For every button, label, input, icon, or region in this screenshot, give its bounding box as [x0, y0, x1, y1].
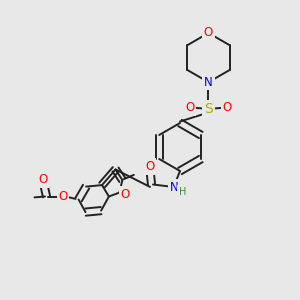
- Text: O: O: [223, 101, 232, 114]
- Text: O: O: [121, 188, 130, 201]
- Text: O: O: [38, 173, 47, 186]
- Text: N: N: [204, 76, 213, 89]
- Text: N: N: [169, 181, 178, 194]
- Text: O: O: [146, 160, 154, 173]
- Text: O: O: [204, 26, 213, 40]
- Text: N: N: [204, 76, 213, 89]
- Text: O: O: [58, 190, 68, 203]
- Text: O: O: [146, 160, 154, 173]
- Text: S: S: [204, 102, 213, 116]
- Text: O: O: [121, 188, 130, 201]
- Text: O: O: [38, 173, 47, 186]
- Text: S: S: [204, 102, 213, 116]
- Text: N: N: [169, 181, 178, 194]
- Text: O: O: [204, 26, 213, 40]
- Text: O: O: [223, 101, 232, 114]
- Text: H: H: [179, 187, 186, 197]
- Text: H: H: [179, 187, 186, 197]
- Text: O: O: [185, 101, 194, 114]
- Text: O: O: [58, 190, 68, 203]
- Text: O: O: [185, 101, 194, 114]
